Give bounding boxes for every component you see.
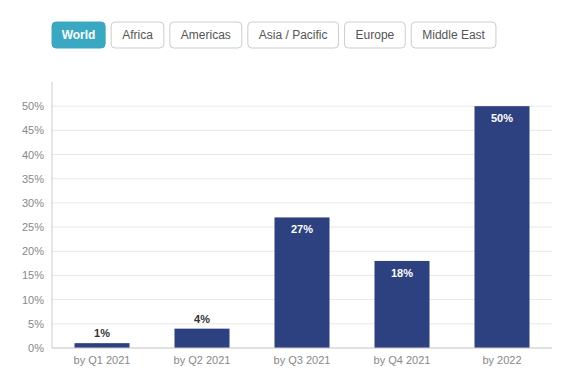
bar: [175, 329, 230, 348]
data-label: 27%: [291, 223, 313, 235]
data-labels: 1% 4% 27% 18% 50%: [94, 112, 513, 339]
bars: [75, 106, 530, 348]
y-tick-label: 5%: [28, 318, 44, 330]
x-tick-label: by Q2 2021: [174, 354, 231, 366]
data-label: 4%: [194, 313, 210, 325]
tab-button[interactable]: [111, 22, 164, 48]
bar: [75, 343, 130, 348]
tab-button[interactable]: [345, 22, 406, 48]
x-tick-label: by Q4 2021: [374, 354, 431, 366]
grid-line: [52, 348, 552, 349]
y-tick-label: 30%: [22, 197, 44, 209]
y-tick-label: 0%: [28, 342, 44, 354]
y-tick-label: 25%: [22, 221, 44, 233]
tab-label: Middle East: [422, 28, 485, 42]
chart-container: World Africa Americas Asia / Pacific Europe M…: [0, 0, 564, 382]
tab-label: Africa: [122, 28, 153, 42]
y-tick-label: 45%: [22, 124, 44, 136]
y-tick-label: 10%: [22, 294, 44, 306]
bar: [275, 217, 330, 348]
tab-button[interactable]: [411, 22, 496, 48]
y-tick-label: 50%: [22, 100, 44, 112]
tabs: World Africa Americas Asia / Pacific Europe M…: [52, 22, 496, 48]
tab-label: Europe: [356, 28, 395, 42]
tab-label: World: [62, 28, 96, 42]
tab-button[interactable]: [170, 22, 242, 48]
data-label: 1%: [94, 327, 110, 339]
data-label: 50%: [491, 112, 513, 124]
x-tick-label: by Q1 2021: [74, 354, 131, 366]
grid: [52, 106, 552, 348]
tab-label: Asia / Pacific: [259, 28, 328, 42]
tab-button[interactable]: [248, 22, 339, 48]
y-tick-label: 35%: [22, 173, 44, 185]
tab-label: Americas: [181, 28, 231, 42]
y-tick-label: 20%: [22, 245, 44, 257]
bar: [475, 106, 530, 348]
x-axis: by Q1 2021 by Q2 2021 by Q3 2021 by Q4 2021…: [52, 348, 552, 366]
y-axis-line: [52, 82, 53, 348]
tab-button[interactable]: [52, 22, 105, 48]
data-label: 18%: [391, 267, 413, 279]
y-tick-label: 40%: [22, 149, 44, 161]
bar: [375, 261, 430, 348]
chart: World Africa Americas Asia / Pacific Europe M…: [0, 0, 564, 382]
y-axis: 0% 5% 10% 15% 20% 25% 30% 35% 40% 45% 50%: [22, 82, 52, 354]
x-tick-label: by 2022: [482, 354, 521, 366]
y-tick-label: 15%: [22, 269, 44, 281]
x-tick-label: by Q3 2021: [274, 354, 331, 366]
x-axis-line: [52, 348, 552, 349]
